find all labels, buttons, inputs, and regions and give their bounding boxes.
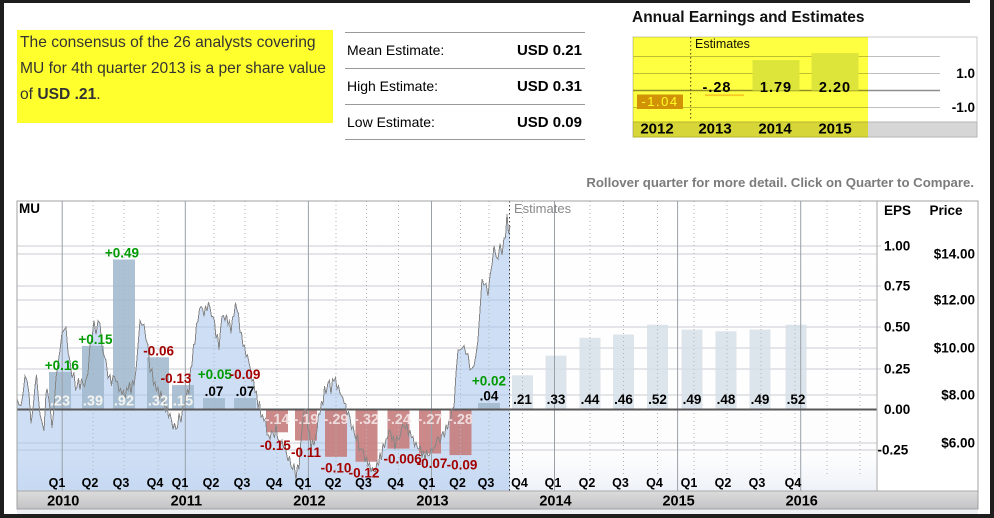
svg-text:-0.13: -0.13 (161, 371, 192, 386)
svg-text:.32: .32 (148, 394, 168, 410)
svg-text:Q2: Q2 (203, 476, 220, 490)
svg-text:+0.15: +0.15 (78, 332, 113, 347)
svg-text:Q2: Q2 (325, 476, 342, 490)
svg-text:.15: .15 (173, 394, 193, 410)
svg-text:+0.05: +0.05 (198, 367, 233, 382)
svg-text:$14.00: $14.00 (934, 247, 975, 262)
svg-text:-.29: -.29 (324, 412, 349, 428)
svg-text:-0.07: -0.07 (417, 456, 448, 471)
svg-text:Q3: Q3 (749, 476, 766, 490)
svg-text:.52: .52 (648, 392, 667, 407)
svg-text:-.32: -.32 (354, 412, 379, 428)
svg-text:-.28: -.28 (448, 412, 473, 428)
svg-text:0.25: 0.25 (884, 362, 911, 377)
svg-text:1.00: 1.00 (884, 239, 910, 254)
svg-text:-0.09: -0.09 (230, 367, 261, 382)
svg-text:.04: .04 (480, 389, 499, 404)
svg-text:Q1: Q1 (681, 476, 698, 490)
svg-text:.49: .49 (751, 392, 770, 407)
svg-text:2014: 2014 (539, 494, 571, 510)
svg-text:-1.0: -1.0 (952, 100, 975, 115)
svg-text:-0.11: -0.11 (291, 445, 322, 460)
svg-text:-.27: -.27 (418, 412, 443, 428)
svg-text:2011: 2011 (171, 494, 202, 510)
svg-text:2016: 2016 (786, 494, 818, 510)
svg-text:-0.06: -0.06 (143, 343, 174, 358)
svg-text:+0.02: +0.02 (472, 374, 506, 389)
svg-text:-0.15: -0.15 (260, 438, 291, 453)
svg-text:2013: 2013 (416, 494, 448, 510)
svg-text:.23: .23 (50, 394, 70, 410)
svg-text:-0.12: -0.12 (349, 466, 380, 481)
svg-text:Q3: Q3 (612, 476, 629, 490)
svg-text:.46: .46 (614, 392, 633, 407)
svg-text:.21: .21 (513, 392, 532, 407)
svg-text:0.00: 0.00 (884, 402, 910, 417)
svg-text:.07: .07 (236, 384, 255, 399)
svg-text:Q2: Q2 (82, 476, 99, 490)
svg-text:+0.49: +0.49 (105, 246, 139, 261)
svg-text:Q4: Q4 (785, 476, 802, 490)
svg-text:Q1: Q1 (172, 476, 189, 490)
svg-text:Q2: Q2 (715, 476, 732, 490)
svg-text:Q4: Q4 (646, 476, 663, 490)
svg-text:2010: 2010 (47, 494, 79, 510)
svg-text:Q2: Q2 (449, 476, 466, 490)
svg-text:-0.09: -0.09 (447, 458, 478, 473)
svg-text:.39: .39 (83, 394, 103, 410)
svg-text:-0.25: -0.25 (878, 443, 909, 458)
svg-text:$6.00: $6.00 (941, 436, 975, 451)
svg-text:Q4: Q4 (387, 476, 404, 490)
svg-text:Q1: Q1 (419, 476, 436, 490)
svg-text:Q1: Q1 (545, 476, 562, 490)
svg-text:MU: MU (19, 201, 40, 216)
svg-text:.49: .49 (683, 392, 702, 407)
svg-text:-0.10: -0.10 (321, 461, 352, 476)
svg-text:Q1: Q1 (49, 476, 66, 490)
svg-text:Estimates: Estimates (514, 201, 572, 216)
svg-text:.44: .44 (581, 392, 600, 407)
svg-text:.07: .07 (205, 384, 224, 399)
svg-text:-.19: -.19 (294, 412, 319, 428)
svg-text:0.75: 0.75 (884, 279, 911, 294)
svg-text:1.0: 1.0 (956, 66, 975, 81)
svg-text:2012: 2012 (293, 494, 325, 510)
svg-text:.92: .92 (114, 394, 134, 410)
svg-text:-.24: -.24 (386, 412, 411, 428)
svg-text:-.14: -.14 (265, 412, 290, 428)
svg-text:$10.00: $10.00 (934, 341, 975, 356)
svg-text:+0.16: +0.16 (45, 358, 80, 373)
svg-text:$8.00: $8.00 (941, 388, 975, 403)
svg-text:Q4: Q4 (147, 476, 164, 490)
svg-text:Q1: Q1 (295, 476, 312, 490)
svg-text:Q3: Q3 (234, 476, 251, 490)
svg-text:Price: Price (929, 203, 963, 218)
svg-text:2015: 2015 (662, 494, 694, 510)
svg-text:Q4: Q4 (511, 476, 528, 490)
svg-text:.33: .33 (547, 392, 566, 407)
svg-text:0.50: 0.50 (884, 320, 910, 335)
svg-text:.52: .52 (787, 392, 806, 407)
svg-text:EPS: EPS (884, 203, 911, 218)
svg-text:Q3: Q3 (478, 476, 495, 490)
svg-text:Q3: Q3 (355, 476, 372, 490)
svg-text:.48: .48 (717, 392, 736, 407)
svg-text:Q3: Q3 (113, 476, 130, 490)
svg-text:Q2: Q2 (579, 476, 596, 490)
svg-text:Q4: Q4 (266, 476, 283, 490)
svg-text:-0.006: -0.006 (383, 452, 422, 467)
svg-text:$12.00: $12.00 (934, 293, 975, 308)
